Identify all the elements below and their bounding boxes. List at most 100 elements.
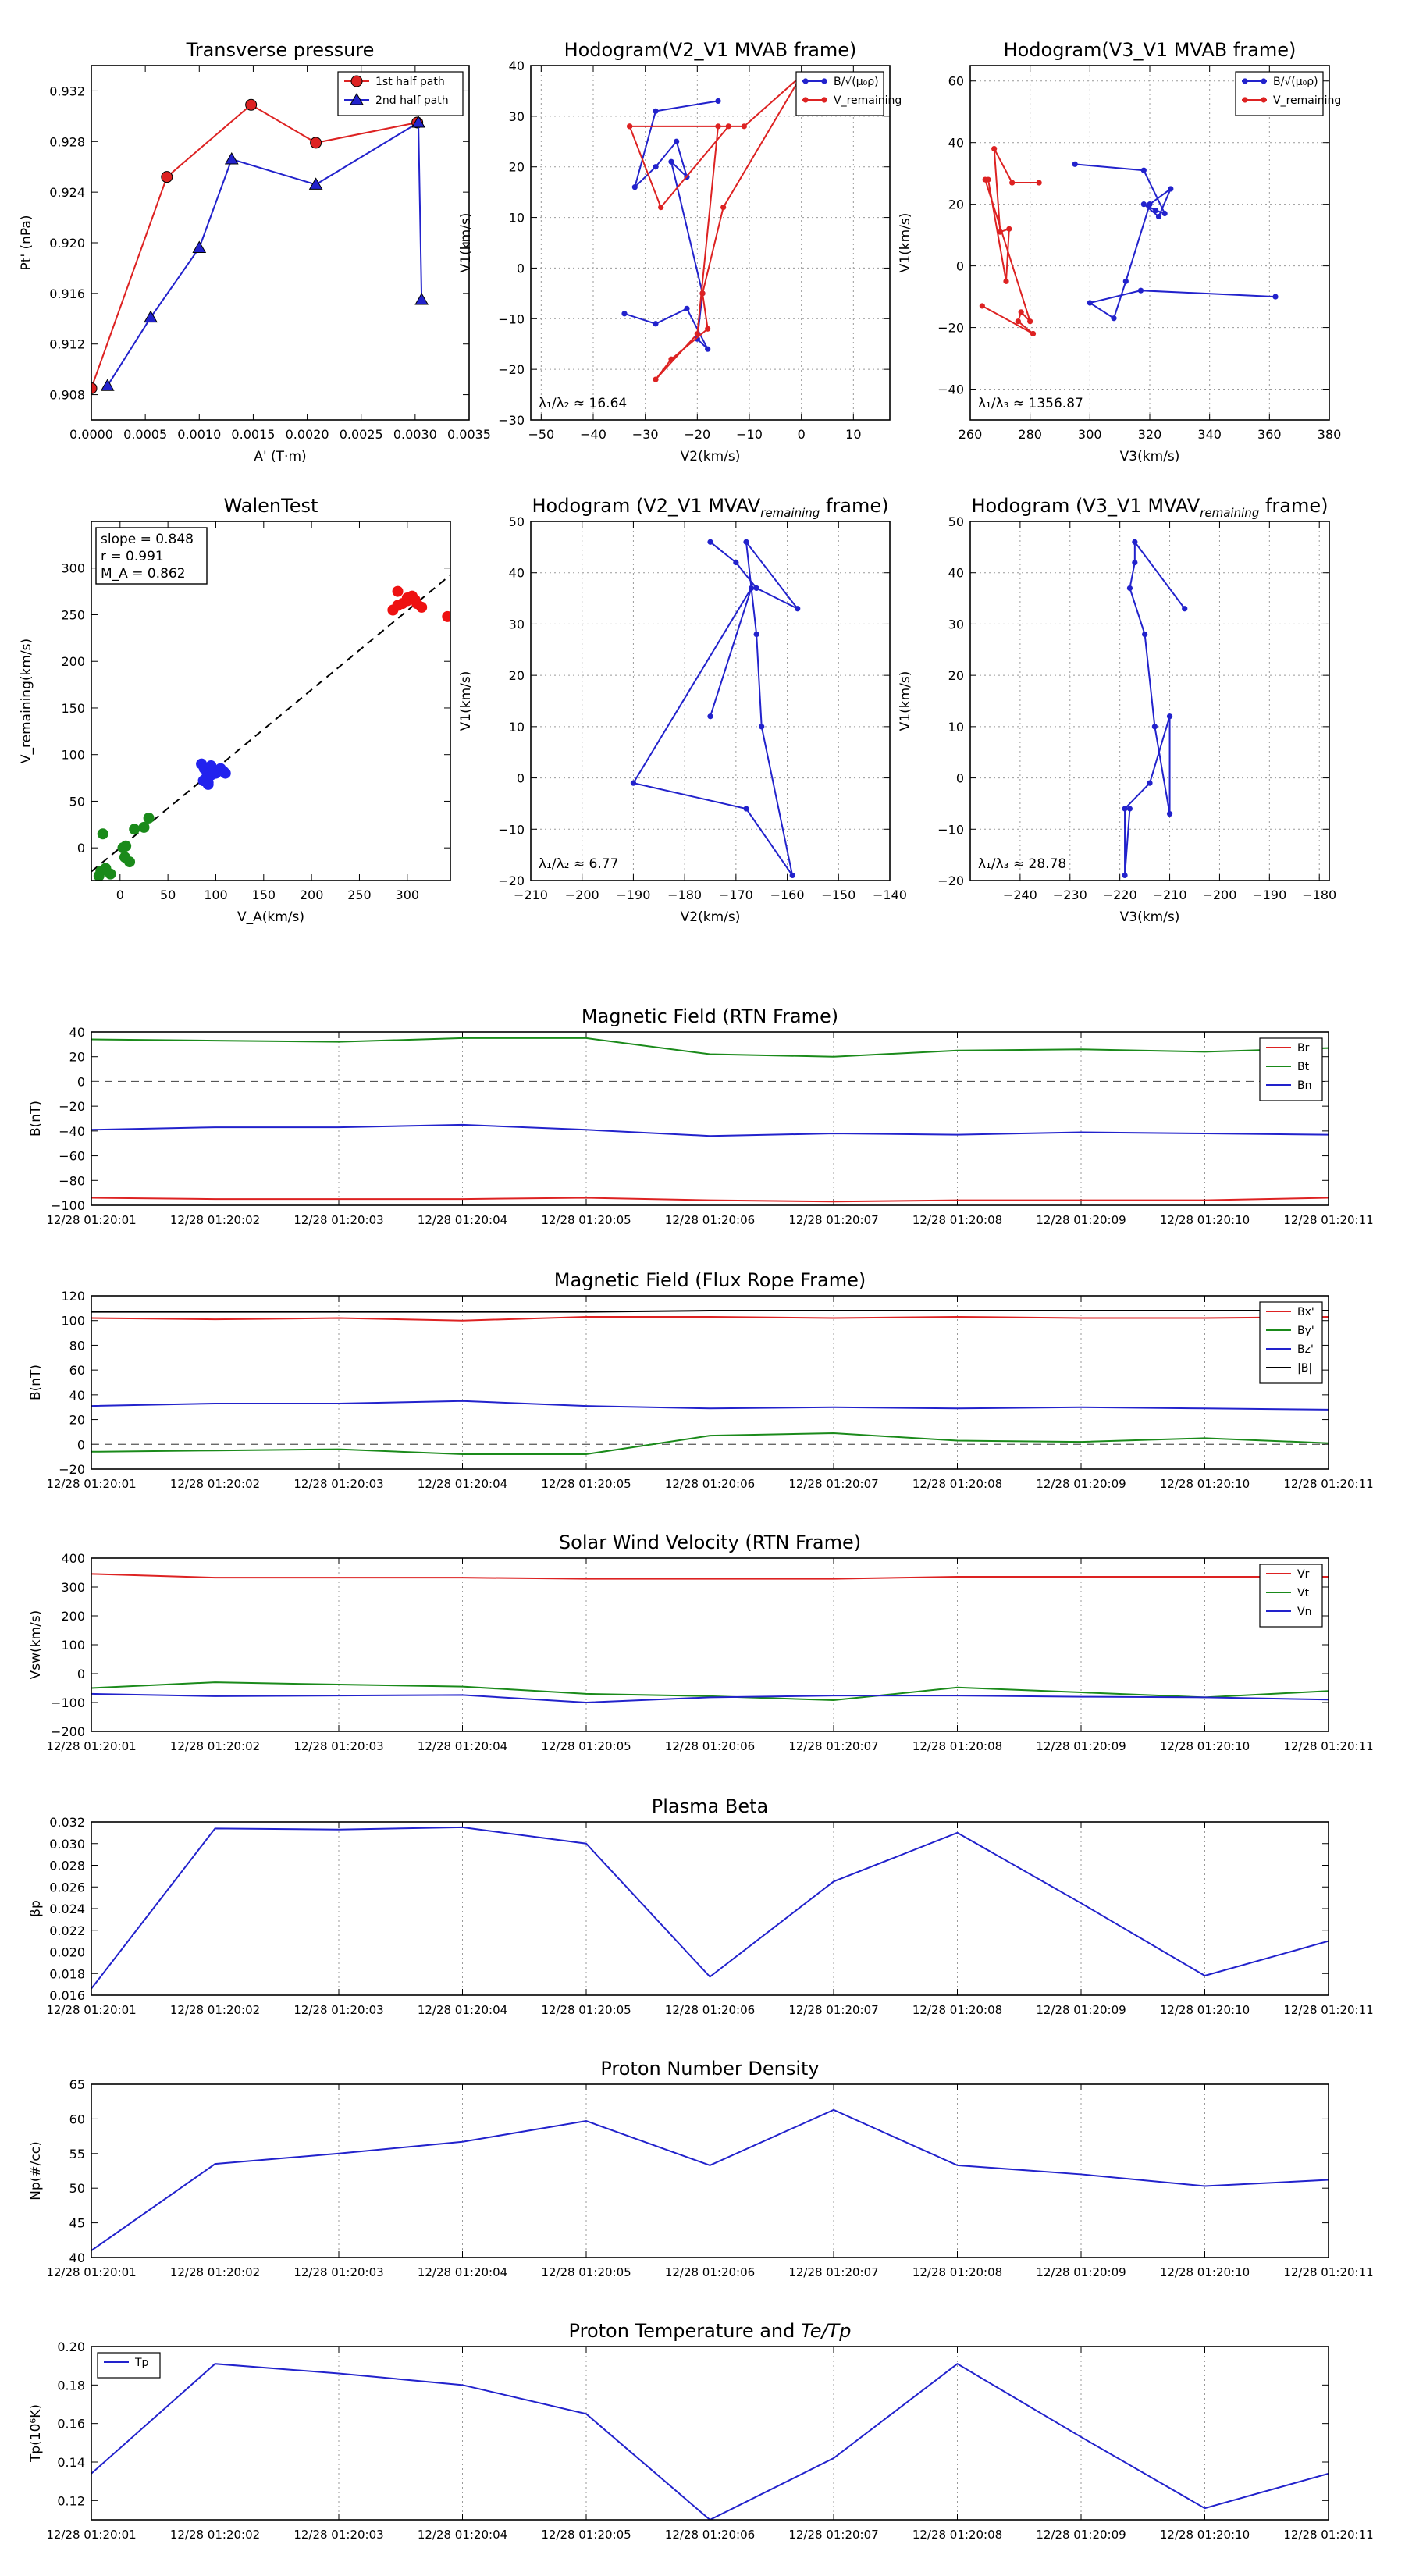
chart-walen-test: 0 50 100 150 200 250 300 0 50 100 150 200 250 300 Wale…: [19, 495, 451, 925]
x-tick-label: 12/28 01:20:11: [1283, 2265, 1373, 2279]
legend-label: B/√(μ₀ρ): [1273, 76, 1318, 88]
x-tick-label: 12/28 01:20:02: [170, 1213, 260, 1227]
axes-frame: [91, 2346, 1329, 2521]
x-tick-label: 12/28 01:20:08: [912, 1477, 1002, 1491]
chart-title: Plasma Beta: [652, 1795, 768, 1817]
y-tick-label: 100: [61, 1314, 85, 1329]
data-point: [627, 123, 633, 130]
axes-frame: [969, 65, 1330, 421]
data-point: [1182, 606, 1188, 612]
legend-marker: [802, 97, 809, 103]
x-tick-label: 12/28 01:20:10: [1160, 1213, 1250, 1227]
data-point: [795, 606, 801, 612]
x-tick-label: 12/28 01:20:08: [912, 2003, 1002, 2017]
data-point: [1003, 278, 1009, 284]
data-point: [1072, 161, 1078, 167]
x-tick-label: 12/28 01:20:08: [912, 2528, 1002, 2542]
y-tick-label: 0.14: [57, 2455, 85, 2470]
x-tick-label: 280: [1018, 427, 1042, 442]
x-tick-label: 100: [204, 888, 228, 902]
y-tick-label: 0.16: [57, 2417, 85, 2432]
y-tick-label: 0: [77, 841, 85, 856]
x-tick-label: 12/28 01:20:07: [788, 2528, 878, 2542]
y-tick-label: −60: [59, 1149, 85, 1164]
legend-marker: [1261, 78, 1267, 84]
legend-box: [1259, 1037, 1323, 1101]
chart-title: WalenTest: [224, 495, 318, 517]
data-point: [653, 108, 659, 114]
data-point: [1137, 287, 1144, 294]
x-tick-label: 12/28 01:20:07: [788, 1739, 878, 1753]
data-point: [105, 868, 116, 880]
y-tick-label: 10: [509, 720, 525, 735]
chart-solar-wind-velocity: 12/28 01:20:01 12/28 01:20:02 12/28 01:20:…: [28, 1532, 1374, 1753]
data-point: [1036, 180, 1042, 186]
data-point: [653, 376, 659, 382]
data-point: [1161, 210, 1168, 217]
legend-label: Bz': [1297, 1343, 1314, 1356]
series-B/√(μ₀ρ): [1072, 161, 1279, 322]
data-point: [1122, 872, 1128, 879]
legend: Bx' By' Bz' |B|: [1259, 1301, 1323, 1384]
axes-frame: [91, 521, 451, 881]
x-tick-label: −220: [1103, 888, 1137, 902]
data-point: [1147, 780, 1153, 786]
y-tick-label: 80: [69, 1338, 85, 1353]
legend-marker: [821, 97, 827, 103]
axes-frame: [91, 65, 470, 421]
y-axis-label: B(nT): [28, 1364, 44, 1400]
ratio-annotation: λ₁/λ₂ ≈ 6.77: [539, 856, 618, 872]
x-tick-label: 12/28 01:20:06: [665, 2528, 755, 2542]
y-tick-label: 0.016: [49, 1988, 85, 2003]
x-tick-label: −190: [616, 888, 650, 902]
x-tick-label: −20: [684, 427, 710, 442]
data-point: [674, 138, 680, 144]
y-tick-label: −10: [937, 822, 964, 837]
data-point: [1142, 631, 1148, 638]
chart-title: Hodogram(V2_V1 MVAB frame): [564, 39, 857, 61]
x-tick-label: −230: [1053, 888, 1087, 902]
y-tick-label: 0.908: [49, 388, 85, 403]
x-tick-label: 340: [1197, 427, 1222, 442]
y-tick-label: 50: [948, 514, 964, 529]
y-tick-label: 100: [61, 1638, 85, 1653]
data-point: [733, 559, 739, 566]
chart-hodogram-v3-v1-mvav: −240 −230 −220 −210 −200 −190 −180 −20 −10 0 10 20 3…: [898, 495, 1336, 925]
data-point: [245, 98, 258, 111]
data-point: [1132, 559, 1138, 566]
legend: B/√(μ₀ρ) V_remaining: [1235, 71, 1341, 116]
data-point: [409, 594, 421, 606]
y-tick-label: −10: [498, 822, 525, 837]
data-point: [1153, 207, 1159, 214]
x-tick-label: 260: [959, 427, 983, 442]
x-tick-label: 12/28 01:20:04: [418, 1739, 507, 1753]
y-tick-label: 20: [509, 668, 525, 683]
data-point: [741, 123, 747, 130]
x-tick-label: 12/28 01:20:01: [46, 1739, 136, 1753]
series-line: [1075, 163, 1276, 320]
chart-title: Hodogram(V3_V1 MVAB frame): [1004, 39, 1297, 61]
data-point: [392, 600, 404, 611]
series-line: [91, 1123, 1329, 1137]
y-axis-label: Vsw(km/s): [28, 1610, 44, 1680]
x-tick-label: −240: [1003, 888, 1037, 902]
chart-hodogram-v2-v1-mvab: −50 −40 −30 −20 −10 0 10 −30 −20 −10 0 10 20 30 40 Hodo…: [458, 39, 902, 464]
legend-label: Tp: [134, 2357, 149, 2369]
y-tick-label: 30: [948, 617, 964, 632]
series-line: [91, 1400, 1329, 1411]
x-tick-label: −170: [719, 888, 753, 902]
ratio-annotation: λ₁/λ₃ ≈ 1356.87: [978, 396, 1083, 411]
y-tick-label: 0: [77, 1667, 85, 1681]
title-suffix: frame): [820, 495, 888, 517]
series-Bt: [91, 1037, 1329, 1058]
data-point: [1151, 724, 1158, 730]
series-Bz': [91, 1400, 1329, 1411]
x-tick-label: 380: [1318, 427, 1342, 442]
legend: 1st half path 2nd half path: [337, 71, 464, 116]
x-tick-label: 12/28 01:20:02: [170, 1477, 260, 1491]
x-tick-label: 12/28 01:20:09: [1036, 2003, 1126, 2017]
data-point: [621, 311, 628, 317]
series-Vr: [91, 1573, 1329, 1580]
series-V_remaining: [630, 539, 801, 879]
